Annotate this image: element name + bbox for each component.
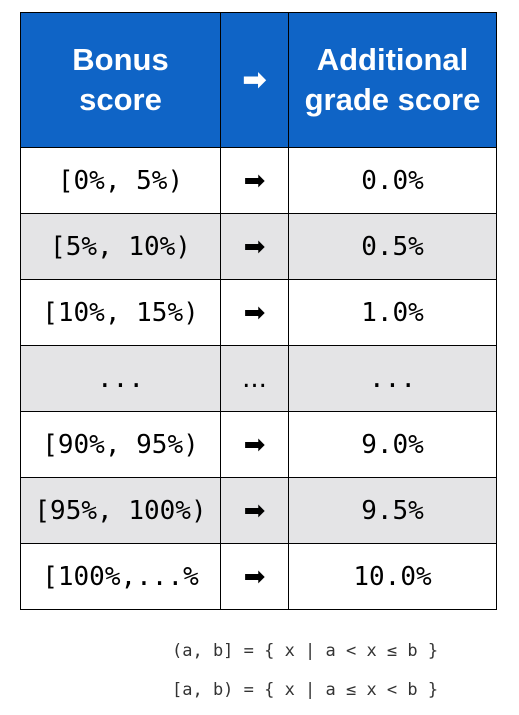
interval-notation-notes: (a, b] = { x | a < x ≤ b } [a, b) = { x |… [172,632,438,710]
range-cell: [90%, 95%) [20,411,221,478]
arrow-icon: ➡ [220,411,289,478]
arrow-icon: ➡ [220,213,289,280]
header-additional-grade: Additional grade score [288,12,497,148]
arrow-icon: ➡ [220,543,289,610]
table-row-ellipsis: ... ... ... [20,345,497,412]
bonus-grade-table: Bonus score ➡ Additional grade score [0%… [20,12,497,610]
table-row: [10%, 15%) ➡ 1.0% [20,279,497,346]
header-grade-line1: Additional [316,42,469,77]
header-bonus-score: Bonus score [20,12,221,148]
header-row: Bonus score ➡ Additional grade score [20,12,497,148]
arrow-icon: ➡ [220,147,289,214]
range-cell: [95%, 100%) [20,477,221,544]
table-row: [0%, 5%) ➡ 0.0% [20,147,497,214]
range-cell: [100%,...% [20,543,221,610]
table-row: [5%, 10%) ➡ 0.5% [20,213,497,280]
header-grade-line2: grade score [304,82,481,117]
grade-cell: ... [288,345,497,412]
grade-cell: 9.5% [288,477,497,544]
range-cell: [10%, 15%) [20,279,221,346]
range-cell: [0%, 5%) [20,147,221,214]
table-row: [95%, 100%) ➡ 9.5% [20,477,497,544]
grade-cell: 0.0% [288,147,497,214]
table-row: [100%,...% ➡ 10.0% [20,543,497,610]
header-bonus-line1: Bonus [72,42,169,77]
range-cell: [5%, 10%) [20,213,221,280]
arrow-icon: ➡ [220,477,289,544]
header-arrow: ➡ [220,12,289,148]
grade-cell: 9.0% [288,411,497,478]
range-cell: ... [20,345,221,412]
arrow-icon: ➡ [220,279,289,346]
ellipsis-cell: ... [220,345,289,412]
grade-cell: 10.0% [288,543,497,610]
note-open-closed: (a, b] = { x | a < x ≤ b } [172,641,439,661]
header-bonus-line2: score [79,82,162,117]
table-row: [90%, 95%) ➡ 9.0% [20,411,497,478]
grade-cell: 0.5% [288,213,497,280]
grade-cell: 1.0% [288,279,497,346]
note-closed-open: [a, b) = { x | a ≤ x < b } [172,680,439,700]
